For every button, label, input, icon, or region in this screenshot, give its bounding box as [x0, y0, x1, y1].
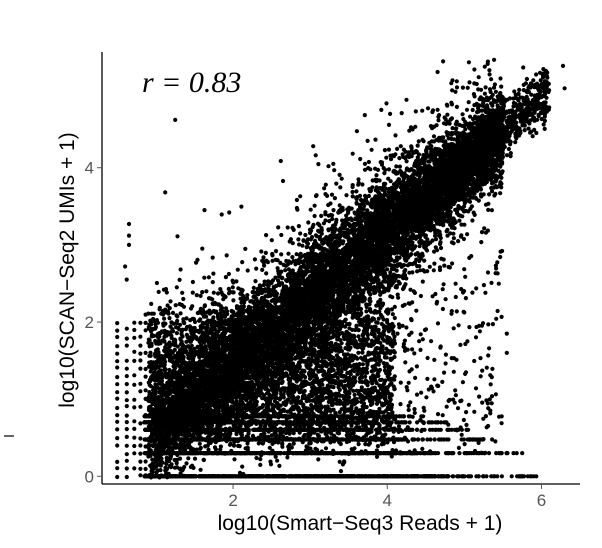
data-point	[350, 189, 355, 195]
data-point	[498, 180, 503, 185]
data-point	[283, 268, 288, 273]
data-point	[413, 252, 418, 257]
data-point	[331, 208, 336, 213]
data-point	[184, 461, 189, 466]
data-point	[416, 139, 421, 144]
data-point	[483, 85, 488, 90]
data-point	[419, 166, 424, 171]
data-point	[264, 271, 269, 276]
data-point	[499, 84, 504, 89]
data-point	[436, 118, 441, 123]
data-point	[271, 284, 276, 289]
data-point	[433, 237, 439, 242]
data-point	[240, 464, 245, 469]
data-point	[392, 267, 397, 272]
data-point	[427, 159, 432, 164]
data-point	[445, 233, 450, 238]
data-point	[394, 164, 399, 169]
data-point	[348, 216, 353, 221]
data-point	[330, 216, 335, 222]
data-point	[319, 213, 324, 218]
data-point	[451, 236, 456, 241]
data-point	[482, 91, 487, 96]
data-points	[115, 57, 567, 480]
data-point	[386, 167, 392, 172]
data-point	[457, 218, 462, 223]
data-point	[253, 279, 258, 284]
data-point	[360, 182, 365, 187]
data-point	[164, 461, 169, 466]
data-point	[397, 156, 402, 161]
data-point	[499, 185, 504, 190]
data-point	[494, 185, 500, 190]
data-point	[417, 264, 422, 269]
data-point	[374, 274, 379, 279]
data-point	[230, 285, 235, 290]
